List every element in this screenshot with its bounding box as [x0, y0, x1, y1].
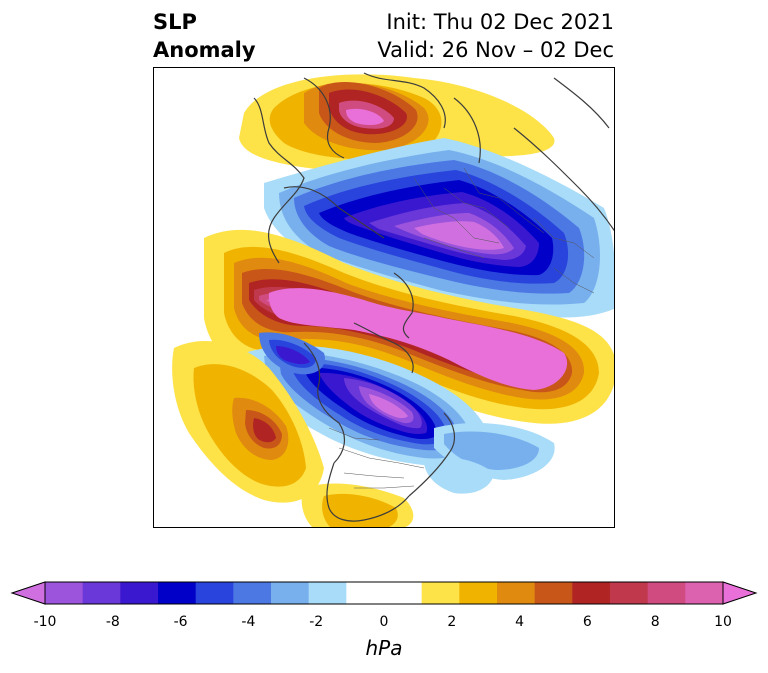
colorbar-segment — [158, 582, 197, 604]
anomaly-low-eurasia — [264, 138, 614, 318]
map-title: SLP Anomaly — [153, 8, 256, 64]
title-line-anomaly: Anomaly — [153, 38, 256, 62]
colorbar-segment — [45, 582, 84, 604]
colorbar-segment — [233, 582, 272, 604]
colorbar-segment — [647, 582, 686, 604]
colorbar-tick-label: -2 — [309, 614, 324, 630]
anomaly-high-arctic — [204, 229, 614, 424]
colorbar-segment — [534, 582, 573, 604]
colorbar-segment — [195, 582, 234, 604]
colorbar-segment — [685, 582, 724, 604]
colorbar-segment — [384, 582, 423, 604]
colorbar-unit-label: hPa — [365, 636, 403, 660]
anomaly-low-west-atlantic — [424, 457, 494, 494]
colorbar-segment — [610, 582, 649, 604]
colorbar-segment — [346, 582, 385, 604]
colorbar-segment — [497, 582, 536, 604]
colorbar-tick-label: 2 — [447, 614, 457, 630]
colorbar-tick-label: -6 — [173, 614, 188, 630]
colorbar-tick-label: 4 — [515, 614, 525, 630]
map-canvas — [154, 68, 614, 527]
colorbar-extend-max — [722, 581, 758, 605]
anomaly-low-pacific — [244, 345, 489, 467]
colorbar-tick-label: -8 — [105, 614, 120, 630]
colorbar-segment — [572, 582, 611, 604]
colorbar-tick-label: -10 — [33, 614, 57, 630]
colorbar-segment — [308, 582, 347, 604]
colorbar-segment — [459, 582, 498, 604]
colorbar-tick-label: -4 — [241, 614, 256, 630]
colorbar-outline — [44, 581, 724, 605]
slp-anomaly-map — [153, 67, 615, 528]
colorbar-segment — [120, 582, 159, 604]
colorbar-segment — [271, 582, 310, 604]
anomaly-high-subtropical-pacific — [172, 340, 324, 503]
colorbar-tick-label: 6 — [582, 614, 592, 630]
colorbar-tick-label: 8 — [650, 614, 660, 630]
colorbar-extend-min — [10, 581, 46, 605]
valid-range: Valid: 26 Nov – 02 Dec — [377, 38, 614, 62]
colorbar-tick-label: 0 — [379, 614, 389, 630]
anomaly-low-bering — [259, 332, 325, 375]
colorbar-tick-label: 10 — [714, 614, 732, 630]
political-borders — [328, 167, 595, 489]
coastlines — [253, 72, 614, 522]
colorbar-segment — [421, 582, 460, 604]
title-line-slp: SLP — [153, 10, 197, 34]
run-info: Init: Thu 02 Dec 2021 Valid: 26 Nov – 02… — [377, 8, 614, 64]
colorbar-segment — [82, 582, 121, 604]
init-date: Init: Thu 02 Dec 2021 — [386, 10, 614, 34]
colorbar — [10, 581, 758, 605]
